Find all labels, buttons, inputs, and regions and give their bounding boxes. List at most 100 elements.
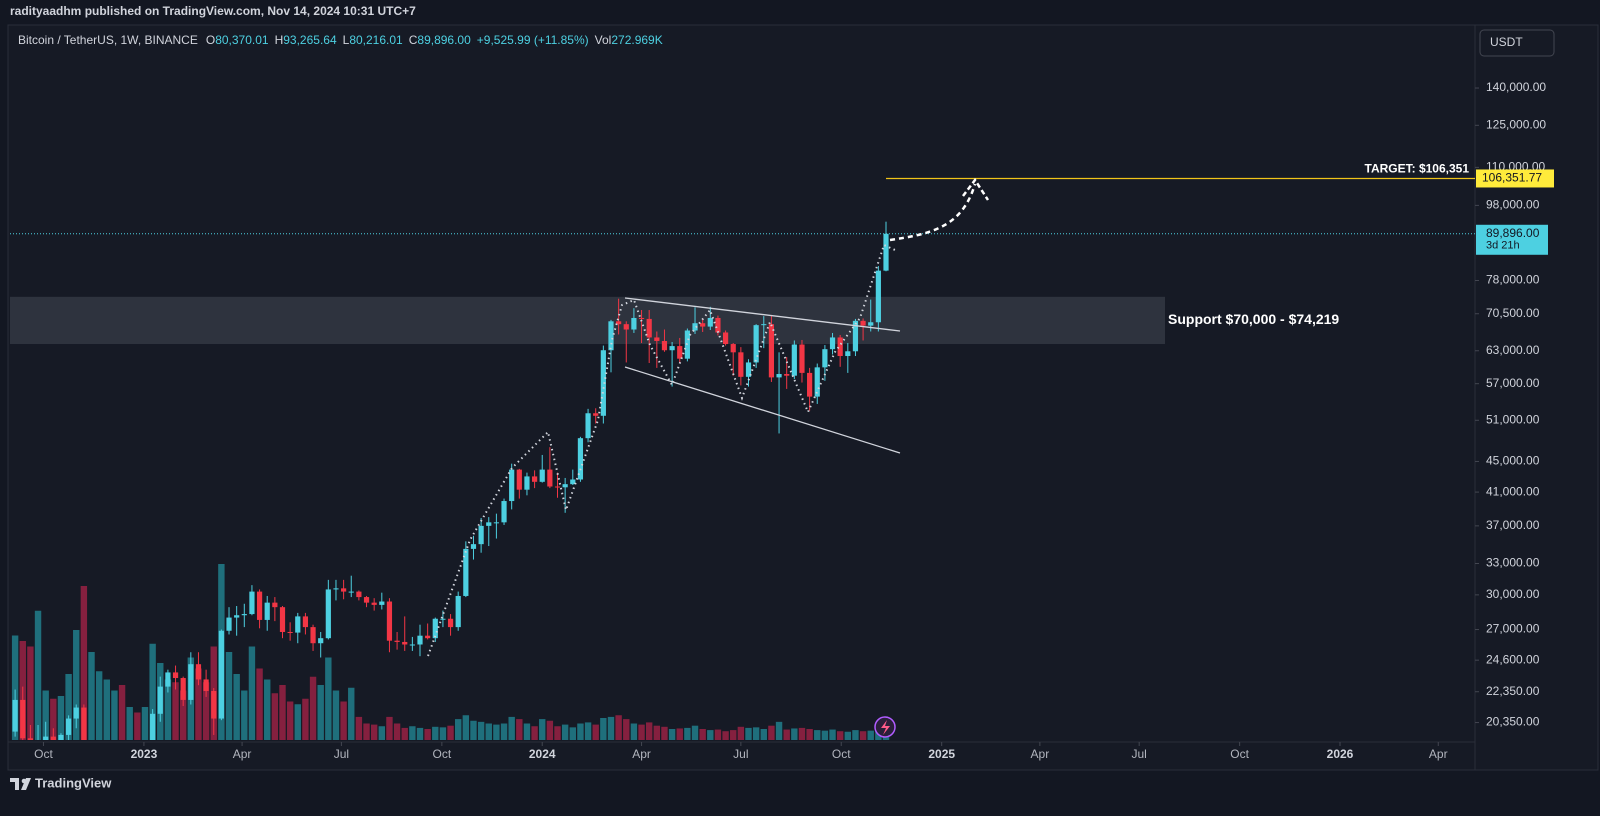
ohlc-value: 80,370.01 [215,33,269,47]
volume-bar [455,719,462,740]
volume-bar [141,707,149,740]
candle-body [493,522,499,524]
y-tick-label: 22,350.00 [1486,684,1540,698]
candle-body [211,690,217,719]
target-label: TARGET: $106,351 [1365,162,1470,176]
symbol-line: Bitcoin / TetherUS, 1W, BINANCE O80,370.0… [18,33,663,47]
volume-bar [241,690,248,740]
volume-key: Vol [595,33,612,47]
candle-body [669,346,675,351]
volume-bar [447,725,454,740]
volume-bar [676,728,683,740]
candle-body [761,324,767,326]
candle-body [325,589,331,639]
volume-bar [409,726,416,740]
volume-bar [829,729,836,740]
volume-bar [386,716,393,740]
volume-bar [248,646,256,740]
x-tick-label: Apr [1429,747,1448,761]
candle-body [547,469,553,487]
volume-bar [118,685,126,740]
candle-body [27,738,33,740]
candle-body [531,476,538,482]
candle-body [562,484,568,488]
volume-bar [134,712,141,740]
candle-body [616,321,622,325]
volume-bar [11,635,19,740]
candle-body [447,618,454,628]
volume-bar [645,722,653,740]
volume-bar [768,725,775,740]
candle-body [768,324,775,378]
plot [10,177,1475,740]
volume-bar [546,720,554,740]
candle-body [73,707,79,719]
candle-body [333,588,339,590]
volume-bar [470,720,477,740]
volume-bar [88,652,95,740]
volume-bar [852,730,859,740]
candle-body [371,602,377,605]
candle-body [157,686,163,714]
volume-bar [745,727,752,740]
ohlc-key: O [206,33,215,47]
volume-bar [432,726,439,740]
candle-body [348,591,354,593]
candle-body [203,679,209,691]
candle-body [837,337,843,357]
candle-body [554,486,561,488]
volume-bar [179,690,187,740]
volume-bar [111,690,118,740]
volume-bar [65,674,72,740]
y-tick-label: 78,000.00 [1486,273,1540,287]
volume-bar [393,723,401,740]
y-tick-label: 125,000.00 [1486,117,1546,131]
volume-bar [592,724,599,740]
candle-body [860,320,866,326]
candle-body [241,614,247,616]
volume-bar [195,668,202,740]
trend-line-upper [624,297,901,332]
candle-body [577,438,584,480]
x-tick-label: Jul [733,747,748,761]
volume-bar [164,679,172,740]
ohlc-key: C [409,33,418,47]
volume-bar [309,676,317,740]
volume-bar [867,730,874,740]
currency-label[interactable]: USDT [1490,35,1523,49]
candle-body [822,349,828,368]
x-tick-label: 2025 [928,747,955,761]
volume-bar [600,718,607,740]
volume-bar [653,725,661,740]
last-price-tag-label: 89,896.00 [1486,226,1540,240]
volume-bar [202,682,210,740]
volume-bar [859,731,867,740]
candle-body [249,591,255,615]
volume-bar [225,652,233,740]
candle-body [791,344,797,376]
currency-button[interactable] [1479,29,1555,57]
volume-bar [707,730,714,740]
volume-bar [416,727,424,740]
volume-bar [844,731,852,740]
candle-body [501,501,507,523]
x-tick-label: Oct [34,747,53,761]
y-tick-label: 37,000.00 [1486,518,1540,532]
candle-body [707,317,713,327]
candle-body [883,233,889,271]
candle-body [81,707,87,740]
x-tick-label: Apr [1031,747,1050,761]
x-tick-label: Apr [233,747,252,761]
y-tick-label: 70,500.00 [1486,306,1540,320]
candle-body [799,344,805,373]
volume-bar [584,722,592,740]
volume-bar [554,726,561,740]
volume-bar [836,731,844,740]
volume-bar [401,727,408,740]
candle-body [730,344,736,353]
volume-bar [531,726,538,740]
volume-bar [27,646,34,740]
volume-bar [477,721,485,740]
